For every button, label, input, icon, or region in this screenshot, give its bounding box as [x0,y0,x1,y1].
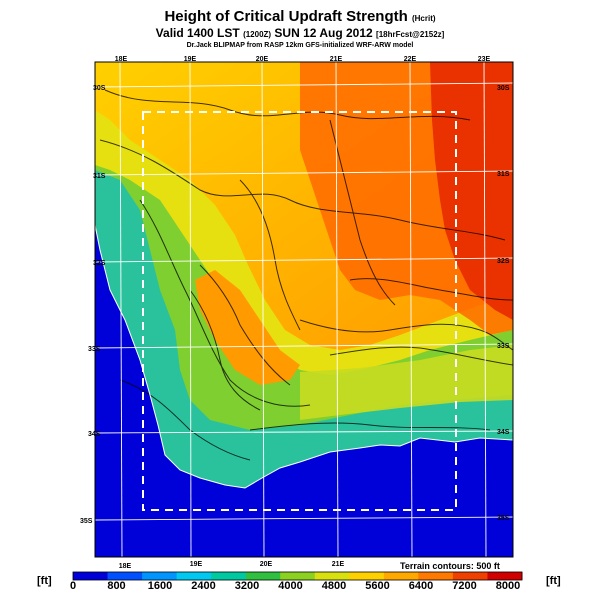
lat-label: 32S [93,260,106,267]
coastal-band [95,170,513,488]
colorbar-tick-label: 3200 [234,580,260,592]
left-lat-labels: 30S 31S 32S 33S 34S 35S [80,85,106,525]
inland-patch [195,270,300,385]
colorbar-tick-label: 5600 [365,580,390,592]
southern-trough [300,345,513,420]
colorbar-frame [72,571,523,581]
plot-frame [94,61,514,558]
coastline [95,224,513,489]
map-title: Height of Critical Updraft Strength (Hcr… [0,8,600,25]
bottom-lon-labels: 18E 19E 20E 21E [119,561,345,570]
colorbar-swatch [107,572,143,580]
lon-label: 22E [404,56,417,63]
map-field [95,62,513,557]
lat-label: 30S [93,85,106,92]
colorbar-swatch [314,572,350,580]
lat-label: 35S [80,518,93,525]
colorbar-tick-label: 7200 [452,580,477,592]
colorbar-swatch [142,572,178,580]
latlon-grid [95,62,513,557]
map-subtitle: Valid 1400 LST (1200Z) SUN 12 Aug 2012 [… [0,26,600,40]
lon-label: 18E [119,563,132,570]
colorbar-swatch [211,572,247,580]
lat-label: 34S [88,431,101,438]
forecast-info: [18hrFcst@2152z] [376,30,445,39]
lon-label: 20E [256,56,269,63]
lon-label: 23E [478,56,491,63]
lat-label: 31S [497,171,510,178]
lon-label: 19E [184,56,197,63]
colorbar-unit-left: [ft] [37,575,52,587]
lat-label: 33S [497,343,510,350]
colorbar-swatch [245,572,281,580]
lat-label: 35S [497,515,510,522]
lon-label: 21E [332,561,345,568]
terrain-note: Terrain contours: 500 ft [400,561,500,571]
colorbar-tick-label: 0 [69,580,77,592]
lat-label: 34S [497,429,510,436]
lon-label: 18E [115,56,128,63]
peak-band [430,62,513,320]
model-credit: Dr.Jack BLIPMAP from RASP 12km GFS-initi… [186,42,414,49]
colorbar-tick-label: 4800 [321,580,347,592]
colorbar-swatch [487,572,523,580]
colorbar [72,571,523,581]
colorbar-tick-label: 2400 [191,580,216,592]
right-lat-labels: 30S 31S 32S 33S 34S 35S [497,85,510,522]
colorbar-swatch [349,572,385,580]
colorbar-swatch [176,572,212,580]
colorbar-swatch [280,572,316,580]
lat-label: 32S [497,258,510,265]
title-unit: (Hcrit) [411,14,436,23]
colorbar-tick-label: 4000 [278,580,303,592]
terrain-contours [99,89,513,461]
valid-time: Valid 1400 LST [155,26,240,40]
lat-label: 33S [88,346,101,353]
top-lon-labels: 18E 19E 20E 21E 22E 23E [115,56,491,63]
lon-label: 20E [260,561,273,568]
utc-time: (1200Z) [243,30,272,39]
valid-date: SUN 12 Aug 2012 [274,26,373,40]
colorbar-tick-label: 6400 [408,580,434,592]
colorbar-tick-label: 1600 [147,580,173,592]
lon-label: 21E [330,56,343,63]
colorbar-tick-label: 8000 [495,580,521,592]
colorbar-unit-right: [ft] [546,575,561,587]
inner-domain-box [142,111,457,511]
lat-label: 31S [93,173,106,180]
colorbar-swatch [418,572,454,580]
lat-label: 30S [497,85,510,92]
colorbar-tick-label: 800 [107,580,126,592]
title-text: Height of Critical Updraft Strength [164,8,408,25]
colorbar-swatch [452,572,488,580]
colorbar-swatch [383,572,419,580]
lon-label: 19E [190,561,203,568]
colorbar-swatch [73,572,109,580]
